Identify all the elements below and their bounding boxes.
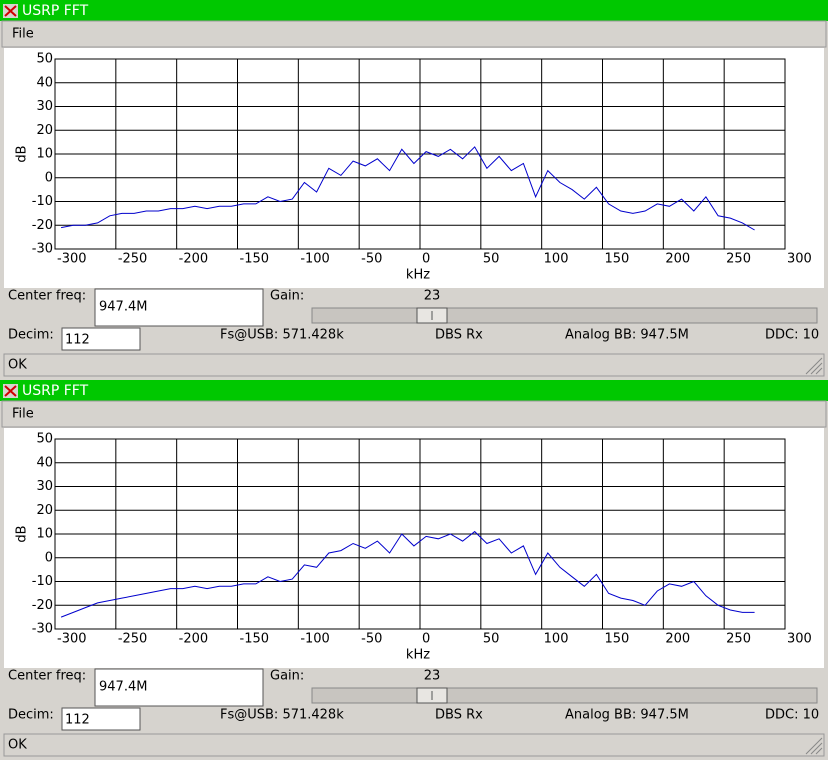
y-tick-label: 30 [36,99,53,114]
window-title: USRP FFT [22,3,89,19]
x-tick-label: 150 [605,632,630,647]
title-bar [0,0,828,21]
gain-label: Gain: [270,669,304,684]
center-freq-input[interactable] [94,668,264,707]
title-bar [0,380,828,401]
x-tick-label: -150 [240,252,270,267]
fs-info: Fs@USB: 571.428k [220,328,344,343]
decim-value[interactable]: 112 [65,333,90,348]
ddc-info: DDC: 10 [765,708,819,723]
y-tick-label: -10 [32,194,53,209]
y-axis-label: dB [15,145,30,162]
decim-input[interactable] [61,327,141,351]
decim-input[interactable] [61,707,141,731]
x-tick-label: 150 [605,252,630,267]
menu-file[interactable]: File [12,27,34,42]
x-tick-label: 200 [665,632,690,647]
y-tick-label: -20 [32,218,53,233]
gain-slider-track[interactable] [311,307,818,324]
spectrum-line [61,146,755,231]
y-tick-label: 40 [36,75,53,90]
x-tick-label: -200 [179,252,209,267]
spectrum-line [60,530,755,618]
y-tick-label: -30 [32,622,53,637]
y-tick-label: -30 [32,242,53,257]
status-text: OK [8,358,27,373]
x-tick-label: -300 [57,252,87,267]
center-freq-label: Center freq: [8,289,86,304]
x-tick-label: -50 [361,632,382,647]
x-tick-label: 300 [787,252,812,267]
center-freq-value[interactable]: 947.4M [99,300,147,315]
x-tick-label: 300 [787,632,812,647]
gain-label: Gain: [270,289,304,304]
x-tick-label: -50 [361,252,382,267]
x-axis-label: kHz [406,268,430,283]
x-tick-label: 50 [483,252,500,267]
y-tick-label: -20 [32,598,53,613]
y-axis-label: dB [15,525,30,542]
gain-slider-track[interactable] [311,687,818,704]
x-tick-label: -100 [300,252,330,267]
x-tick-label: 250 [726,252,751,267]
x-tick-label: 0 [422,252,430,267]
y-tick-label: 10 [36,147,53,162]
analog-bb-info: Analog BB: 947.5M [565,708,689,723]
dboard-info: DBS Rx [435,328,483,343]
chart-area [4,48,824,288]
x-tick-label: 100 [544,632,569,647]
dboard-info: DBS Rx [435,708,483,723]
analog-bb-info: Analog BB: 947.5M [565,328,689,343]
y-tick-label: 0 [45,170,53,185]
y-tick-label: 10 [36,527,53,542]
center-freq-input[interactable] [94,288,264,327]
ddc-info: DDC: 10 [765,328,819,343]
y-tick-label: 0 [45,550,53,565]
decim-value[interactable]: 112 [65,713,90,728]
center-freq-value[interactable]: 947.4M [99,680,147,695]
x-tick-label: -300 [57,632,87,647]
x-tick-label: 100 [544,252,569,267]
plot-frame [54,438,786,630]
x-tick-label: -100 [300,632,330,647]
x-tick-label: 250 [726,632,751,647]
x-tick-label: -150 [240,632,270,647]
resize-grip[interactable] [805,737,823,755]
y-tick-label: 40 [36,455,53,470]
gain-value: 23 [424,669,441,684]
y-tick-label: 30 [36,479,53,494]
x-tick-label: 200 [665,252,690,267]
y-tick-label: 20 [36,503,53,518]
fs-info: Fs@USB: 571.428k [220,708,344,723]
menu-bar [1,400,827,428]
x-tick-label: -250 [118,252,148,267]
x-tick-label: 0 [422,632,430,647]
status-bar [3,733,825,757]
window-title: USRP FFT [22,383,89,399]
y-tick-label: 20 [36,123,53,138]
x-tick-label: 50 [483,632,500,647]
y-tick-label: 50 [36,52,53,67]
status-bar [3,353,825,377]
resize-grip[interactable] [805,357,823,375]
chart-area [4,428,824,668]
y-tick-label: 50 [36,432,53,447]
close-icon[interactable] [4,5,17,17]
menu-bar [1,20,827,48]
center-freq-label: Center freq: [8,669,86,684]
y-tick-label: -10 [32,574,53,589]
menu-file[interactable]: File [12,407,34,422]
gain-value: 23 [424,289,441,304]
status-text: OK [8,738,27,753]
x-tick-label: -250 [118,632,148,647]
plot-frame [54,58,786,250]
decim-label: Decim: [8,328,54,343]
decim-label: Decim: [8,708,54,723]
close-icon[interactable] [4,385,17,397]
x-tick-label: -200 [179,632,209,647]
x-axis-label: kHz [406,648,430,663]
